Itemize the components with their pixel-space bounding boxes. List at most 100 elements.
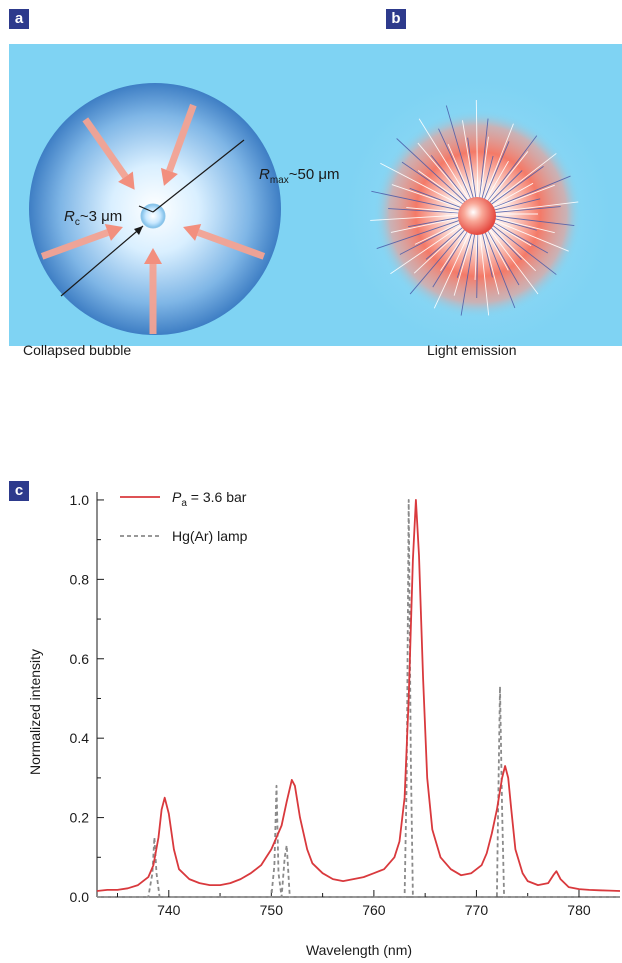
y-tick-label: 0.2 (70, 810, 90, 826)
emission-ray (445, 105, 475, 201)
emission-ray (479, 118, 489, 201)
collapsed-bubble-label: Collapsed bubble (23, 342, 132, 358)
compression-arrows (40, 103, 266, 334)
emission-ray (481, 155, 494, 201)
emission-ray (491, 206, 561, 214)
emission-ray (456, 227, 475, 278)
emission-ray (408, 216, 465, 228)
emission-ray (488, 222, 557, 275)
emission-ray (380, 162, 466, 208)
compression-arrow-shaft (166, 103, 197, 173)
emission-ray (490, 184, 555, 210)
emission-ray (409, 224, 470, 295)
emission-ray (491, 216, 555, 234)
compression-arrow-shaft (82, 117, 129, 179)
series-line-hg-ar-lamp (97, 498, 620, 898)
light-emission-label: Light emission (427, 342, 517, 358)
emission-ray (491, 201, 579, 213)
compression-arrow-head (118, 171, 135, 190)
emission-ray (474, 227, 478, 280)
legend-label-hg-ar: Hg(Ar) lamp (172, 528, 248, 544)
emission-ray (484, 225, 520, 286)
emission-ray (447, 143, 473, 202)
collapsed-pointer-line (60, 225, 144, 297)
emission-ray (467, 137, 477, 201)
compression-arrow-shaft (40, 229, 110, 260)
y-tick-label: 0.0 (70, 889, 90, 905)
emission-ray (487, 223, 537, 272)
rc-radius-line (138, 205, 154, 213)
y-axis: 0.0 0.2 0.4 0.6 0.8 1.0 (70, 492, 104, 905)
spectrum-chart: 0.0 0.2 0.4 0.6 0.8 1.0 740 750 760 770 780 Pa = … (27, 489, 621, 958)
emission-ray (486, 224, 539, 295)
emission-ray (476, 227, 479, 298)
y-tick-label: 0.8 (70, 571, 90, 587)
bubble-diagram (29, 82, 610, 346)
panel-label-a: a (9, 9, 29, 29)
emission-ray (370, 214, 465, 221)
emission-ray (417, 142, 470, 204)
y-axis-label: Normalized intensity (27, 649, 43, 775)
emission-ray (409, 187, 466, 210)
compression-arrow-head (160, 167, 178, 186)
emission-ray (390, 221, 467, 275)
emission-ray (490, 175, 571, 210)
series-line-pa-3-6-bar (96, 498, 621, 892)
emission-ray (491, 217, 537, 231)
emission-ray (480, 227, 493, 278)
y-tick-label: 1.0 (70, 492, 90, 508)
collapsed-bubble-core (140, 203, 166, 229)
emission-ray (491, 215, 575, 227)
emission-ray (401, 161, 467, 207)
emission-core (458, 197, 496, 235)
x-axis-label: Wavelength (nm) (306, 942, 412, 958)
emission-ray (484, 226, 509, 271)
emission-ray (425, 222, 468, 260)
emission-ray (486, 135, 538, 204)
emission-ray (391, 184, 465, 210)
x-tick-label: 780 (567, 902, 591, 918)
emission-rays (370, 100, 579, 316)
emission-ray (462, 120, 477, 201)
emission-ray (481, 227, 500, 295)
emission-ray (406, 207, 465, 214)
emission-ray (484, 160, 509, 203)
emission-ray (399, 220, 466, 255)
emission-ray (488, 153, 557, 206)
y-tick-label: 0.6 (70, 651, 90, 667)
emission-ray (489, 166, 544, 207)
compression-arrow-head (144, 248, 162, 264)
emission-ray (487, 170, 523, 205)
emission-ray (490, 182, 534, 208)
emission-ray (482, 123, 514, 202)
emission-ray (453, 227, 475, 296)
emission-ray (475, 100, 479, 201)
bubble-illustration: Rmax~50 μm Rc~3 μm Collapsed bubble Ligh… (9, 44, 622, 358)
emission-ray (489, 220, 532, 247)
emission-ray (430, 155, 470, 204)
emission-ray (482, 226, 516, 309)
emission-ray (487, 223, 522, 260)
legend: Pa = 3.6 bar Hg(Ar) lamp (120, 489, 248, 544)
emission-ray (438, 128, 473, 202)
emission-ray (440, 225, 471, 271)
emission-ray (483, 141, 510, 202)
emission-ray (371, 190, 465, 212)
x-tick-label: 740 (157, 902, 181, 918)
emission-ray (413, 223, 469, 274)
emission-ray (414, 219, 466, 245)
series-layer (96, 498, 621, 898)
emission-ray (417, 170, 467, 207)
compression-arrow-shaft (196, 229, 266, 260)
emission-ray (376, 218, 465, 250)
rmax-label: Rmax~50 μm (259, 166, 340, 186)
emission-ray (486, 151, 529, 204)
x-axis: 740 750 760 770 780 (117, 890, 591, 918)
emission-ray (432, 225, 472, 288)
legend-label-pa: Pa = 3.6 bar (172, 489, 247, 509)
compression-arrow-head (104, 223, 123, 241)
y-tick-label: 0.4 (70, 730, 90, 746)
emission-ray (418, 118, 472, 203)
emission-ray (479, 136, 489, 201)
emission-ray (390, 216, 465, 233)
